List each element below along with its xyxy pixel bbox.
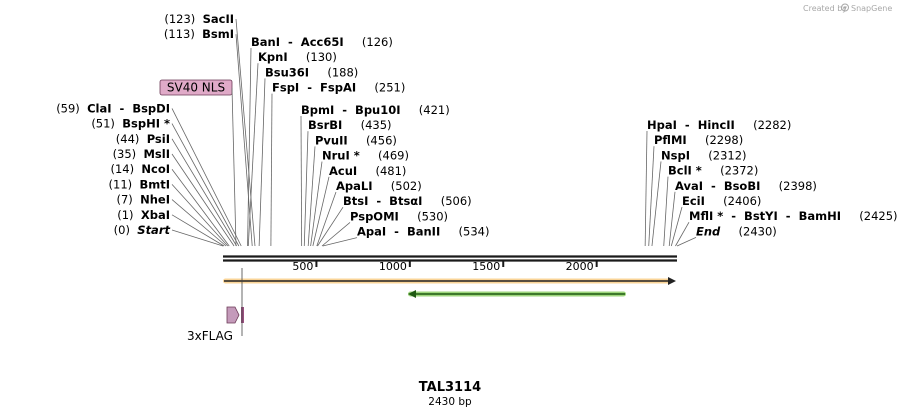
site-line-end [676, 237, 697, 247]
3xflag-label: 3xFLAG [187, 329, 233, 343]
site-label-kpni[interactable]: KpnI (130) [258, 50, 337, 64]
site-line-psii [171, 138, 237, 247]
site-line-ecii [670, 206, 683, 247]
site-label-nhei[interactable]: (7) NheI [117, 193, 171, 207]
site-label-bpmi[interactable]: BpmI - Bpu10I (421) [301, 103, 450, 117]
site-label-bsrbi[interactable]: BsrBI (435) [308, 118, 392, 132]
brand-text: SnapGene [851, 4, 892, 13]
site-label-fspi[interactable]: FspI - FspAI (251) [272, 81, 405, 95]
site-line-msli [171, 153, 235, 247]
site-label-bsphi[interactable]: (51) BspHI * [91, 117, 170, 131]
site-label-avai[interactable]: AvaI - BsoBI (2398) [675, 179, 817, 193]
site-line-mfli [675, 222, 690, 247]
site-line-hpai [644, 130, 648, 247]
site-label-msli[interactable]: (35) MslI [113, 147, 170, 161]
site-line-apai [322, 237, 358, 247]
ruler-tick-label: 500 [292, 260, 313, 273]
site-line-nspi [651, 161, 662, 247]
site-labels: (0) Start(1) XbaI(7) NheI (11) BmtI(14) N… [56, 12, 897, 239]
feature-3xflag[interactable]: 3xFLAG [187, 306, 244, 343]
site-label-psii[interactable]: (44) PsiI [116, 132, 170, 146]
site-line-nhei [171, 199, 227, 247]
site-line-bcli [663, 176, 669, 247]
site-label-pvuii[interactable]: PvuII (456) [315, 133, 397, 147]
site-label-mfli[interactable]: MflI * - BstYI - BamHI (2425) [689, 209, 898, 223]
site-label-bmti[interactable]: (11) BmtI [109, 177, 170, 191]
site-line-sacii [235, 18, 256, 247]
site-line-bsphi [171, 123, 240, 247]
site-line-fspi [270, 93, 273, 247]
site-line-xbai [171, 214, 225, 247]
site-label-ncoi[interactable]: (14) NcoI [110, 162, 170, 176]
site-line-apali [316, 191, 337, 247]
sv40-nls-label: SV40 NLS [167, 81, 225, 95]
site-label-xbai[interactable]: (1) XbaI [117, 208, 170, 222]
site-label-pspomi[interactable]: PspOMI (530) [350, 209, 448, 223]
orf-reverse-arrow[interactable] [408, 290, 626, 298]
site-line-avai [668, 191, 676, 247]
site-label-nrui[interactable]: NruI * (469) [322, 149, 409, 163]
site-line-bsmi [235, 34, 253, 247]
backbone [223, 255, 677, 262]
site-label-hpai[interactable]: HpaI - HincII (2282) [647, 118, 791, 132]
site-lines [171, 18, 697, 247]
site-line-pspomi [321, 222, 351, 247]
site-line-bmti [171, 184, 229, 247]
sv40-nls-leader [231, 87, 237, 247]
site-line-bani [247, 47, 252, 247]
site-label-start[interactable]: (0) Start [114, 223, 171, 237]
feature-sv40-nls[interactable]: SV40 NLS [159, 79, 233, 96]
site-line-bpmi [300, 115, 303, 247]
site-label-pflmi[interactable]: PflMI (2298) [654, 133, 743, 147]
site-line-bsrbi [303, 131, 309, 247]
site-line-bsu36i [258, 78, 266, 247]
site-label-bani[interactable]: BanI - Acc65I (126) [251, 35, 393, 49]
site-label-sacii[interactable]: (123) SacII [164, 12, 234, 26]
snapgene-logo-icon [841, 3, 849, 12]
ruler-tick-label: 1000 [379, 260, 407, 273]
site-line-nrui [310, 161, 323, 247]
site-label-clai[interactable]: (59) ClaI - BspDI [56, 101, 170, 115]
site-line-acui [312, 176, 330, 247]
ruler-tick-label: 1500 [472, 260, 500, 273]
site-label-ecii[interactable]: EciI (2406) [682, 194, 761, 208]
site-line-kpni [247, 63, 259, 247]
site-label-end[interactable]: End (2430) [696, 224, 777, 238]
site-line-pvuii [307, 146, 316, 247]
site-label-bsmi[interactable]: (113) BsmI [164, 27, 234, 41]
sequence-name: TAL3114 [419, 380, 481, 395]
site-label-acui[interactable]: AcuI (481) [329, 164, 406, 178]
site-line-pflmi [648, 146, 655, 247]
site-label-btsi[interactable]: BtsI - BtsαI (506) [343, 194, 472, 208]
site-line-btsi [317, 206, 344, 247]
site-line-start [171, 229, 224, 247]
site-line-ncoi [171, 168, 230, 247]
site-label-apali[interactable]: ApaLI (502) [336, 179, 422, 193]
ruler: 500 1000 1500 2000 [292, 260, 598, 273]
site-label-apai[interactable]: ApaI - BanII (534) [357, 225, 489, 239]
site-label-nspi[interactable]: NspI (2312) [661, 148, 747, 162]
site-line-clai [171, 108, 242, 247]
credit-text: Created by [803, 4, 847, 13]
sequence-length: 2430 bp [428, 396, 472, 408]
site-label-bcli[interactable]: BclI * (2372) [668, 164, 758, 178]
orf-forward-arrow[interactable] [223, 277, 676, 285]
site-label-bsu36i[interactable]: Bsu36I (188) [265, 65, 358, 79]
ruler-tick-label: 2000 [566, 260, 594, 273]
